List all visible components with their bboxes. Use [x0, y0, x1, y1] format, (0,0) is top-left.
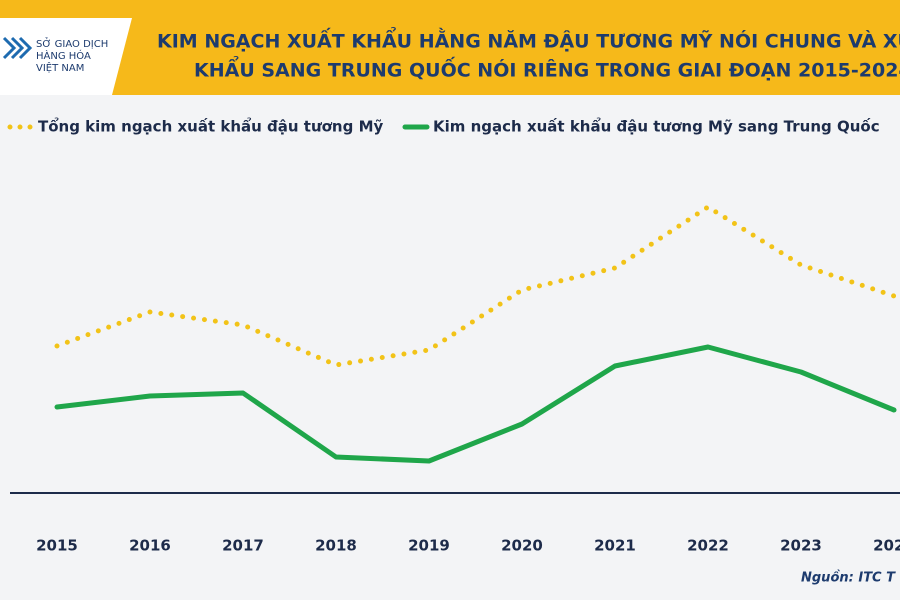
x-tick-label: 2019 — [408, 537, 450, 555]
logo-box — [0, 18, 132, 95]
x-tick-label: 2024 — [873, 537, 900, 555]
x-tick-label: 2020 — [501, 537, 543, 555]
x-tick-label: 2015 — [36, 537, 78, 555]
series-line — [54, 344, 897, 464]
logo-text: SỞ GIAO DỊCH — [36, 36, 108, 50]
x-tick-label: 2018 — [315, 537, 357, 555]
x-tick-label: 2023 — [780, 537, 822, 555]
logo-icon — [2, 36, 33, 60]
series-line — [54, 204, 897, 368]
legend-label: Kim ngạch xuất khẩu đậu tương Mỹ sang Tr… — [433, 117, 880, 136]
logo-text: HÀNG HÓA — [36, 49, 91, 62]
x-tick-label: 2017 — [222, 537, 264, 555]
legend-label: Tổng kim ngạch xuất khẩu đậu tương Mỹ — [38, 117, 384, 136]
x-tick-label: 2021 — [594, 537, 636, 555]
chart-title: KHẨU SANG TRUNG QUỐC NÓI RIÊNG TRONG GIA… — [194, 56, 900, 82]
source: Nguồn: ITC T — [801, 571, 896, 586]
logo-text: VIỆT NAM — [36, 61, 84, 74]
x-tick-label: 2016 — [129, 537, 171, 555]
x-tick-label: 2022 — [687, 537, 729, 555]
header-band — [0, 0, 900, 95]
chart-title: KIM NGẠCH XUẤT KHẨU HẰNG NĂM ĐẬU TƯƠNG M… — [157, 27, 900, 53]
